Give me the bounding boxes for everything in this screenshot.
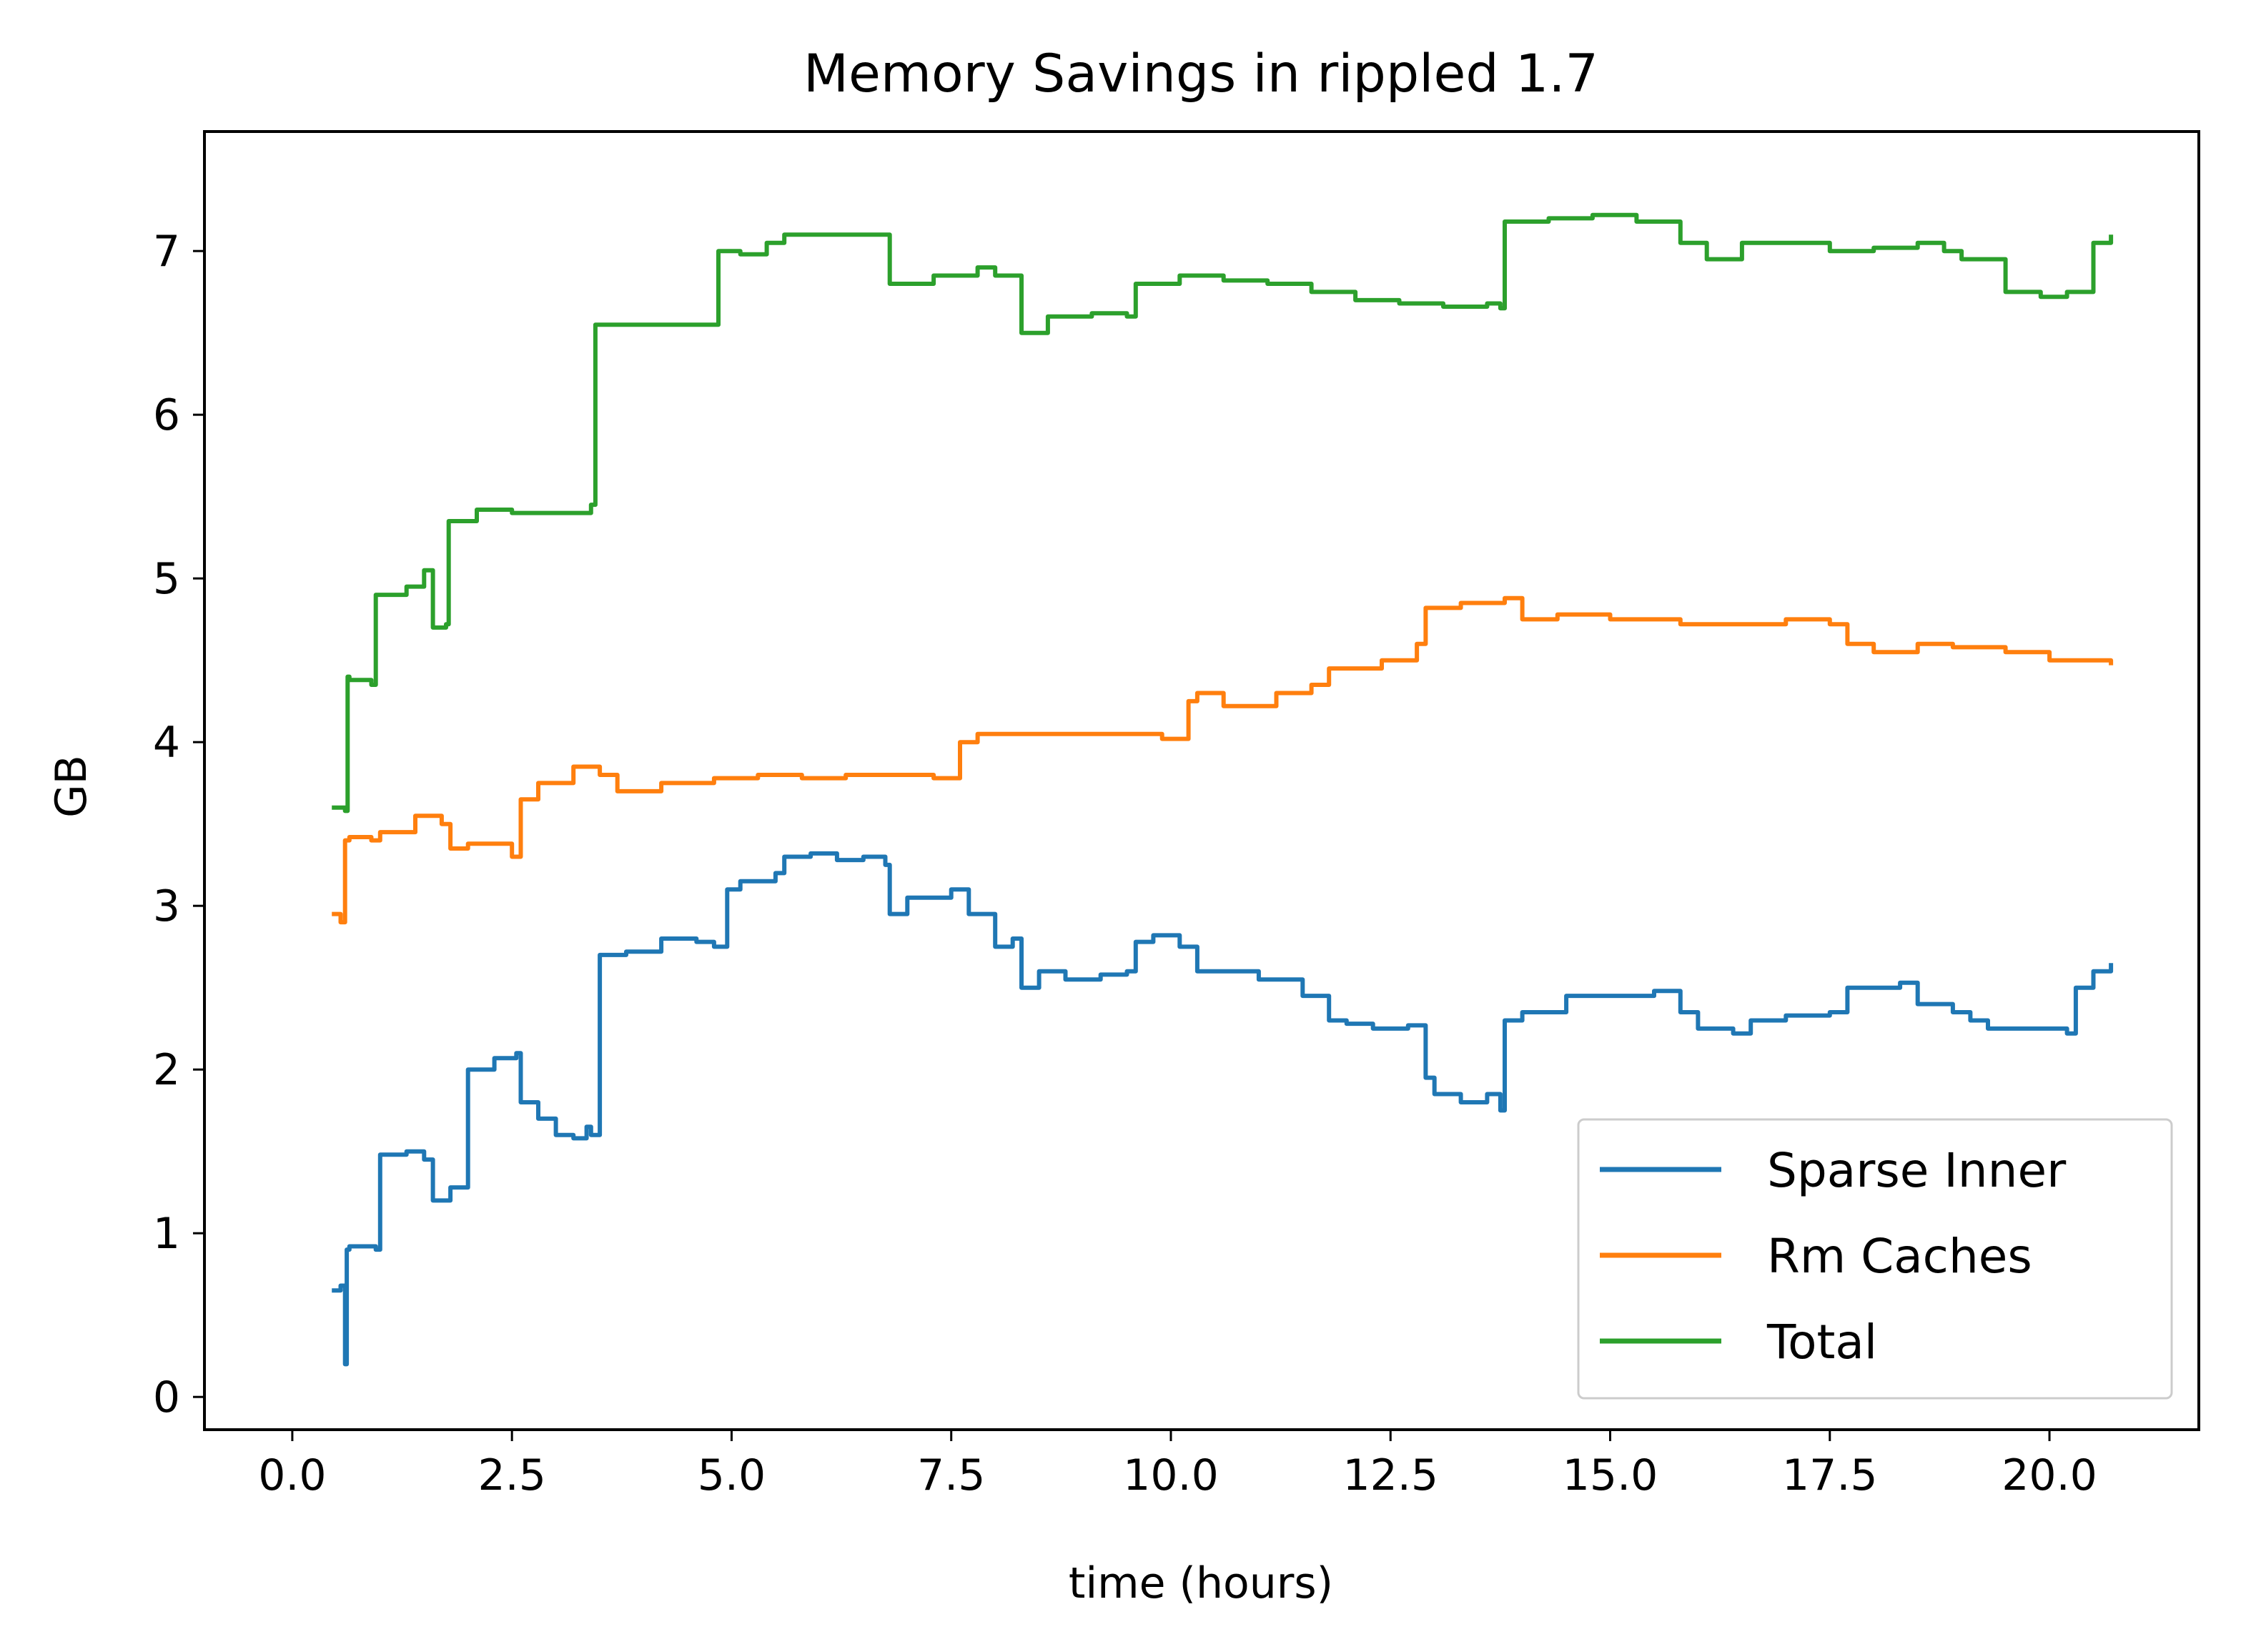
y-tick-label: 4	[153, 718, 180, 768]
chart-title: Memory Savings in rippled 1.7	[803, 44, 1598, 104]
series-line-total	[332, 212, 2114, 813]
y-tick-label: 2	[153, 1045, 180, 1095]
x-tick-label: 5.0	[698, 1450, 766, 1500]
y-tick-label: 3	[153, 881, 180, 931]
x-tick-label: 20.0	[2002, 1450, 2097, 1500]
y-axis-label: GB	[46, 755, 97, 818]
x-tick-label: 15.0	[1563, 1450, 1658, 1500]
y-axis: 0 1 2 3 4 5 6 7	[153, 227, 204, 1423]
y-tick-label: 5	[153, 554, 180, 604]
x-tick-label: 10.0	[1123, 1450, 1219, 1500]
plot-frame	[203, 130, 2200, 1431]
x-tick-label: 12.5	[1342, 1450, 1438, 1500]
y-tick-label: 6	[153, 390, 180, 440]
legend-label-total: Total	[1766, 1315, 1877, 1370]
legend-box	[1577, 1118, 2173, 1400]
y-tick-label: 7	[153, 227, 180, 277]
x-tick-label: 0.0	[258, 1450, 326, 1500]
legend-label-rm-caches: Rm Caches	[1767, 1229, 2032, 1284]
x-axis: 0.0 2.5 5.0 7.5 10.0 12.5 15.0 17.5 20.0	[258, 1430, 2097, 1500]
series-line-rm-caches	[332, 595, 2114, 925]
x-tick-label: 17.5	[1782, 1450, 1878, 1500]
legend: Sparse Inner Rm Caches Total	[1577, 1118, 2173, 1400]
x-axis-label: time (hours)	[1069, 1558, 1333, 1608]
y-tick-label: 1	[153, 1209, 180, 1259]
series-line-sparse-inner	[332, 851, 2114, 1367]
x-tick-label: 7.5	[917, 1450, 985, 1500]
y-tick-label: 0	[153, 1372, 180, 1423]
series-layer	[332, 212, 2114, 1367]
legend-label-sparse-inner: Sparse Inner	[1767, 1143, 2067, 1198]
x-tick-label: 2.5	[478, 1450, 545, 1500]
